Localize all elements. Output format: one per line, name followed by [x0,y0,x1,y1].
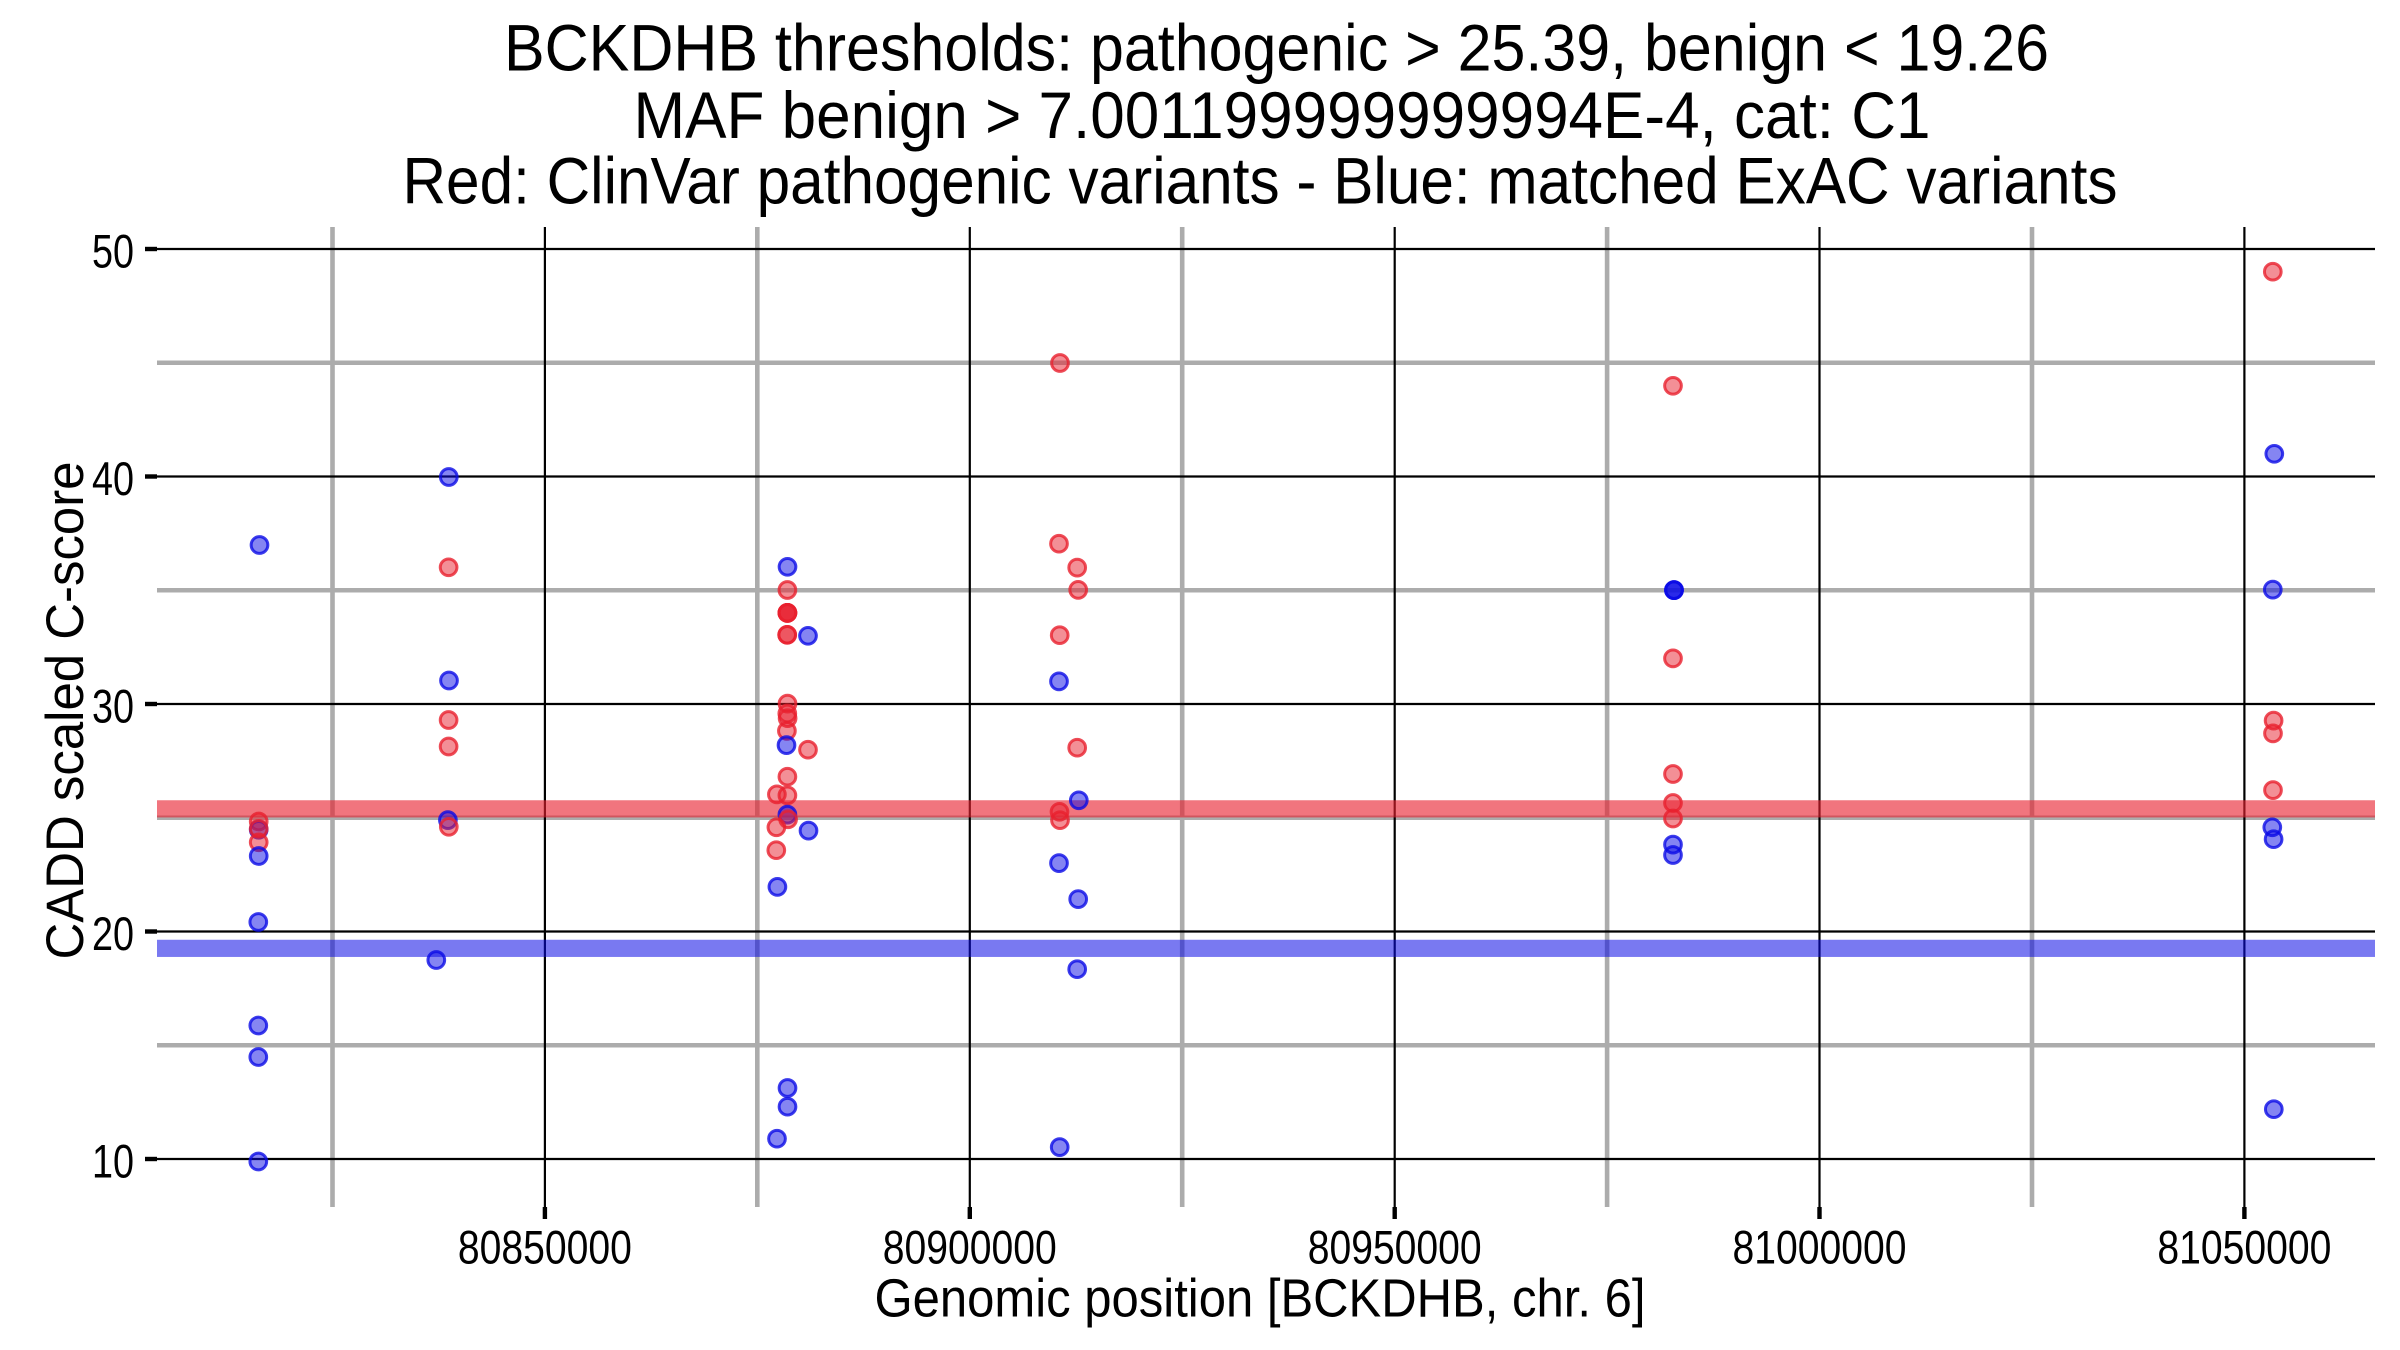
svg-text:50: 50 [92,226,134,279]
svg-text:20: 20 [92,908,134,961]
svg-text:BCKDHB thresholds: pathogenic: BCKDHB thresholds: pathogenic > 25.39, b… [504,11,2049,85]
svg-text:Red: ClinVar pathogenic varian: Red: ClinVar pathogenic variants - Blue:… [403,144,2118,218]
svg-text:81050000: 81050000 [2157,1222,2331,1275]
svg-text:10: 10 [92,1136,134,1189]
svg-text:Genomic position [BCKDHB, chr.: Genomic position [BCKDHB, chr. 6] [875,1269,1646,1329]
svg-text:80850000: 80850000 [458,1222,632,1275]
svg-text:80900000: 80900000 [883,1222,1057,1275]
svg-text:CADD scaled C-score: CADD scaled C-score [36,462,95,960]
svg-text:30: 30 [92,681,134,734]
svg-text:40: 40 [92,453,134,506]
svg-text:80950000: 80950000 [1308,1222,1482,1275]
svg-text:MAF benign > 7.001199999999994: MAF benign > 7.001199999999994E-4, cat: … [634,78,1931,152]
svg-text:81000000: 81000000 [1733,1222,1907,1275]
